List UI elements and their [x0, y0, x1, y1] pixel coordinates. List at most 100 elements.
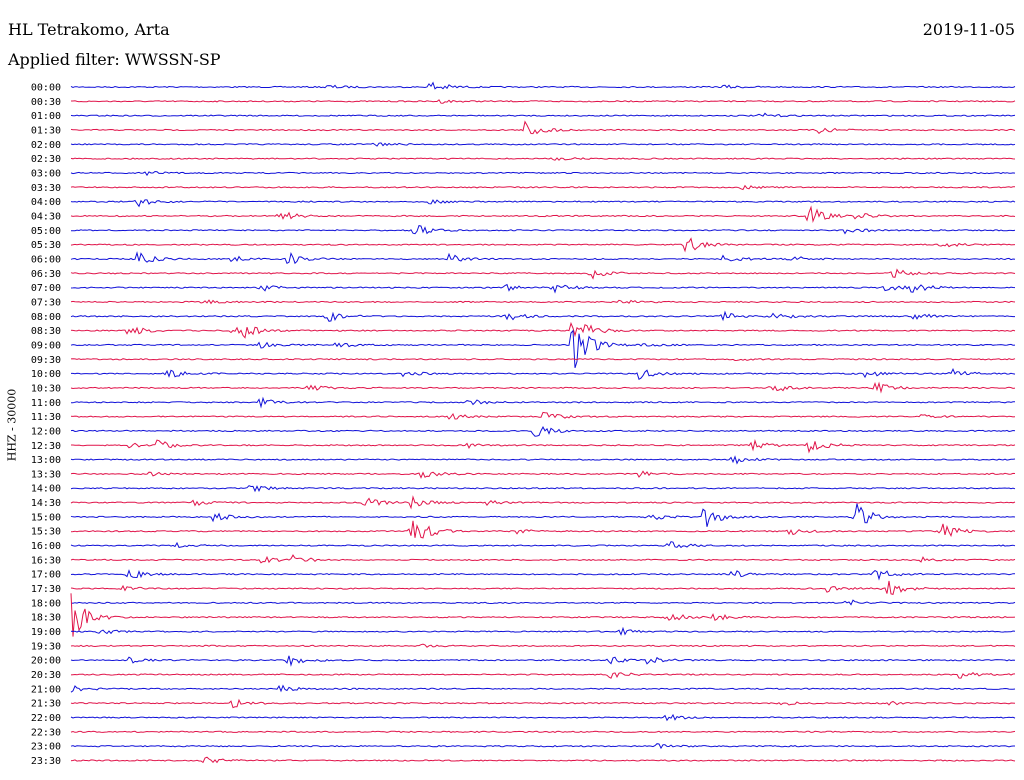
row-time-label: 23:00	[31, 742, 61, 753]
row-time-label: 21:00	[31, 684, 61, 695]
row-time-label: 16:00	[31, 541, 61, 552]
trace-row-1830	[70, 593, 1016, 637]
trace-row-1100	[70, 396, 1016, 409]
trace-row-1930	[70, 643, 1016, 648]
trace-row-1330	[70, 470, 1016, 479]
trace-row-1530	[70, 520, 1016, 539]
trace-row-0630	[70, 268, 1016, 280]
trace-row-1230	[71, 438, 1016, 454]
row-time-label: 21:30	[31, 699, 61, 710]
row-time-label: 19:30	[31, 641, 61, 652]
trace-row-2000	[70, 655, 1016, 667]
row-time-label: 08:30	[31, 326, 61, 337]
row-time-label: 14:30	[31, 498, 61, 509]
trace-row-1700	[70, 569, 1015, 581]
trace-row-0000	[70, 81, 1016, 90]
row-time-label: 04:30	[31, 211, 61, 222]
row-time-label: 02:00	[31, 140, 61, 151]
row-time-label: 01:00	[31, 111, 61, 122]
row-time-label: 00:00	[31, 83, 61, 94]
station-title: HL Tetrakomo, Arta	[8, 20, 170, 39]
row-time-label: 23:30	[31, 756, 61, 767]
trace-row-2030	[70, 672, 1016, 679]
row-time-label: 10:30	[31, 383, 61, 394]
row-time-label: 09:00	[31, 340, 61, 351]
trace-row-0300	[70, 170, 1016, 177]
trace-row-0830	[70, 321, 1016, 339]
trace-row-1500	[70, 503, 1016, 527]
row-time-label: 12:00	[31, 426, 61, 437]
row-time-label: 05:30	[31, 240, 61, 251]
row-time-label: 20:00	[31, 656, 61, 667]
trace-row-1300	[70, 455, 1016, 465]
row-time-label: 09:30	[31, 355, 61, 366]
trace-row-0500	[71, 225, 1016, 235]
row-time-label: 07:00	[31, 283, 61, 294]
trace-row-0030	[71, 99, 1016, 104]
trace-row-1030	[70, 381, 1016, 394]
trace-row-1000	[71, 367, 1016, 381]
trace-row-1630	[70, 554, 1016, 564]
trace-row-0900	[70, 329, 1016, 369]
row-time-label: 15:00	[31, 512, 61, 523]
filter-label: Applied filter: WWSSN-SP	[8, 50, 221, 69]
row-time-label: 16:30	[31, 555, 61, 566]
trace-row-1400	[70, 485, 1016, 493]
row-time-label: 07:30	[31, 297, 61, 308]
trace-row-0530	[70, 237, 1016, 253]
trace-row-0430	[70, 205, 1016, 224]
row-time-label: 03:00	[31, 168, 61, 179]
row-time-label: 11:00	[31, 398, 61, 409]
row-time-label: 12:30	[31, 441, 61, 452]
trace-row-2300	[70, 743, 1015, 750]
row-time-label: 22:00	[31, 713, 61, 724]
trace-row-0330	[70, 184, 1016, 191]
row-time-label: 17:30	[31, 584, 61, 595]
row-time-label: 06:00	[31, 254, 61, 265]
row-time-label: 17:00	[31, 570, 61, 581]
trace-row-1200	[70, 426, 1016, 437]
trace-row-0930	[70, 358, 1016, 362]
row-time-label: 06:30	[31, 269, 61, 280]
row-time-label: 08:00	[31, 312, 61, 323]
trace-row-1130	[70, 411, 1016, 420]
trace-row-0400	[70, 199, 1016, 208]
trace-row-0100	[70, 112, 1016, 118]
trace-row-0600	[70, 251, 1016, 265]
row-time-label: 15:30	[31, 527, 61, 538]
trace-row-1800	[70, 599, 1016, 606]
row-time-label: 20:30	[31, 670, 61, 681]
row-time-label: 14:00	[31, 484, 61, 495]
trace-row-0800	[70, 310, 1015, 322]
trace-row-2200	[70, 713, 1016, 722]
trace-row-2230	[70, 730, 1016, 733]
row-time-label: 01:30	[31, 125, 61, 136]
row-time-label: 22:30	[31, 727, 61, 738]
trace-row-1600	[70, 541, 1016, 549]
trace-row-0200	[70, 142, 1016, 147]
record-date: 2019-11-05	[922, 20, 1015, 39]
row-time-label: 13:30	[31, 469, 61, 480]
row-time-label: 03:30	[31, 183, 61, 194]
trace-row-2130	[70, 698, 1016, 709]
trace-row-1900	[70, 626, 1016, 636]
trace-row-1430	[70, 495, 1016, 510]
trace-row-0730	[70, 299, 1016, 305]
trace-row-0700	[70, 283, 1016, 294]
trace-row-1730	[70, 580, 1016, 596]
trace-row-2100	[70, 684, 1016, 693]
row-time-label: 18:00	[31, 598, 61, 609]
trace-row-0130	[70, 120, 1016, 135]
row-time-label: 00:30	[31, 97, 61, 108]
row-time-label: 04:00	[31, 197, 61, 208]
row-time-label: 11:30	[31, 412, 61, 423]
row-time-label: 13:00	[31, 455, 61, 466]
trace-row-0230	[70, 157, 1016, 161]
row-time-label: 10:00	[31, 369, 61, 380]
row-time-label: 19:00	[31, 627, 61, 638]
row-time-label: 05:00	[31, 226, 61, 237]
row-time-label: 02:30	[31, 154, 61, 165]
trace-row-2330	[70, 756, 1016, 764]
row-time-label: 18:30	[31, 613, 61, 624]
